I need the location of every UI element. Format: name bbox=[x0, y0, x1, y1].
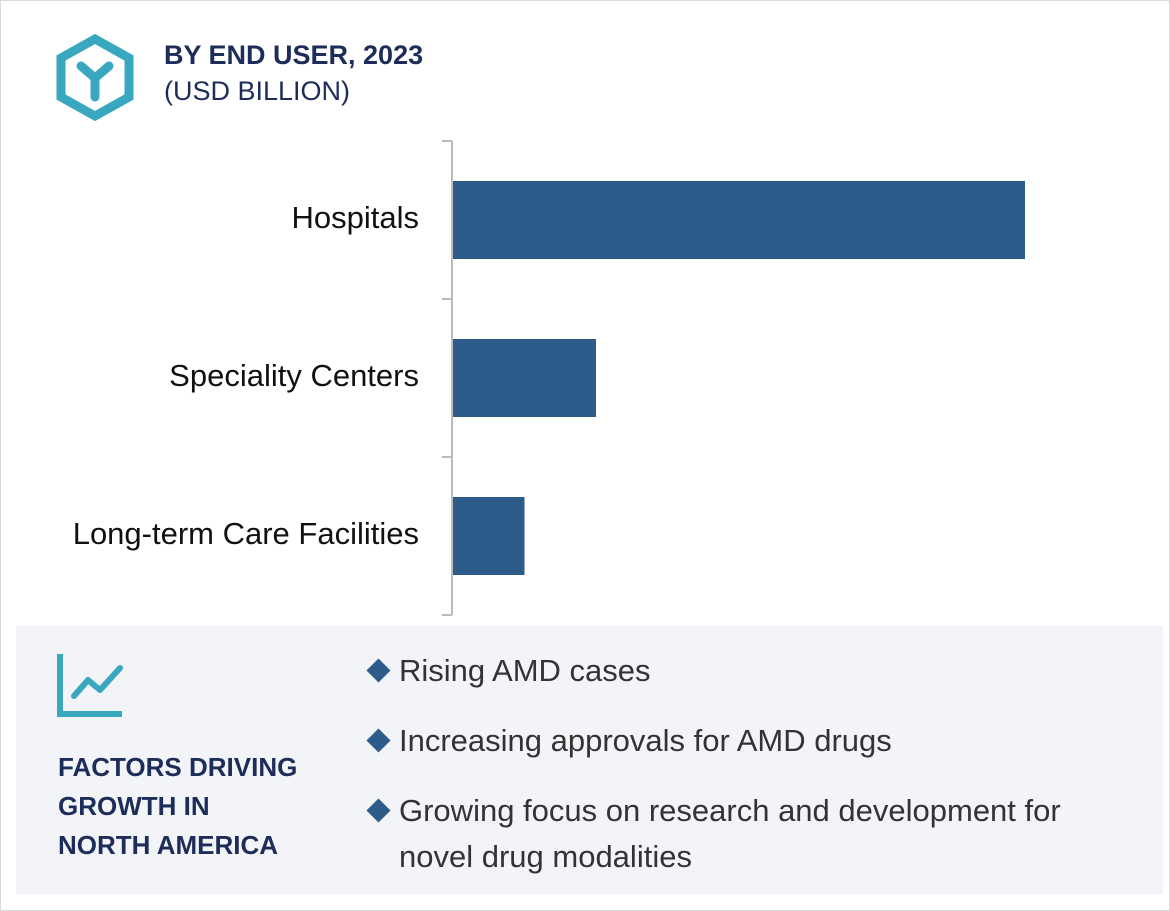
factors-panel: FACTORS DRIVING GROWTH IN NORTH AMERICA Ri… bbox=[16, 626, 1163, 894]
bullet-diamond bbox=[366, 658, 391, 683]
bar bbox=[453, 339, 596, 417]
factor-text: Increasing approvals for AMD drugs bbox=[399, 723, 892, 758]
factor-item: Rising AMD cases bbox=[366, 648, 1089, 694]
cube-icon bbox=[56, 33, 134, 122]
chart-title: BY END USER, 2023 bbox=[164, 40, 423, 70]
heading-line: NORTH AMERICA bbox=[58, 830, 279, 860]
heading-line: GROWTH IN bbox=[58, 791, 210, 821]
trend-icon bbox=[57, 654, 123, 717]
y-tick-label: Long-term Care Facilities bbox=[73, 516, 419, 551]
y-tick-label: Speciality Centers bbox=[169, 358, 419, 393]
factors-list: Rising AMD cases Increasing approvals for… bbox=[366, 648, 1086, 904]
chart-subtitle: (USD BILLION) bbox=[164, 76, 350, 106]
bar bbox=[453, 497, 525, 575]
factor-text: Rising AMD cases bbox=[399, 653, 651, 688]
heading-line: FACTORS DRIVING bbox=[58, 752, 298, 782]
factor-text: Growing focus on research and developmen… bbox=[399, 793, 1061, 874]
factor-item: Growing focus on research and developmen… bbox=[366, 788, 1089, 880]
chart: BY END USER, 2023 (USD BILLION) Hospital… bbox=[56, 33, 1025, 616]
bullet-diamond bbox=[366, 728, 391, 753]
factors-heading: FACTORS DRIVING GROWTH IN NORTH AMERICA bbox=[58, 748, 297, 865]
y-tick-label: Hospitals bbox=[292, 200, 420, 235]
bar bbox=[453, 181, 1025, 259]
factor-item: Increasing approvals for AMD drugs bbox=[366, 718, 1089, 764]
bullet-diamond bbox=[366, 798, 391, 823]
